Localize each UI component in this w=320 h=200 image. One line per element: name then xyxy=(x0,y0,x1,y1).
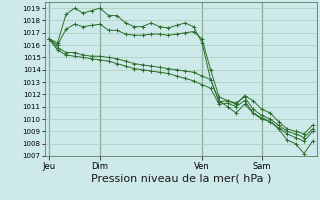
X-axis label: Pression niveau de la mer( hPa ): Pression niveau de la mer( hPa ) xyxy=(91,173,271,183)
